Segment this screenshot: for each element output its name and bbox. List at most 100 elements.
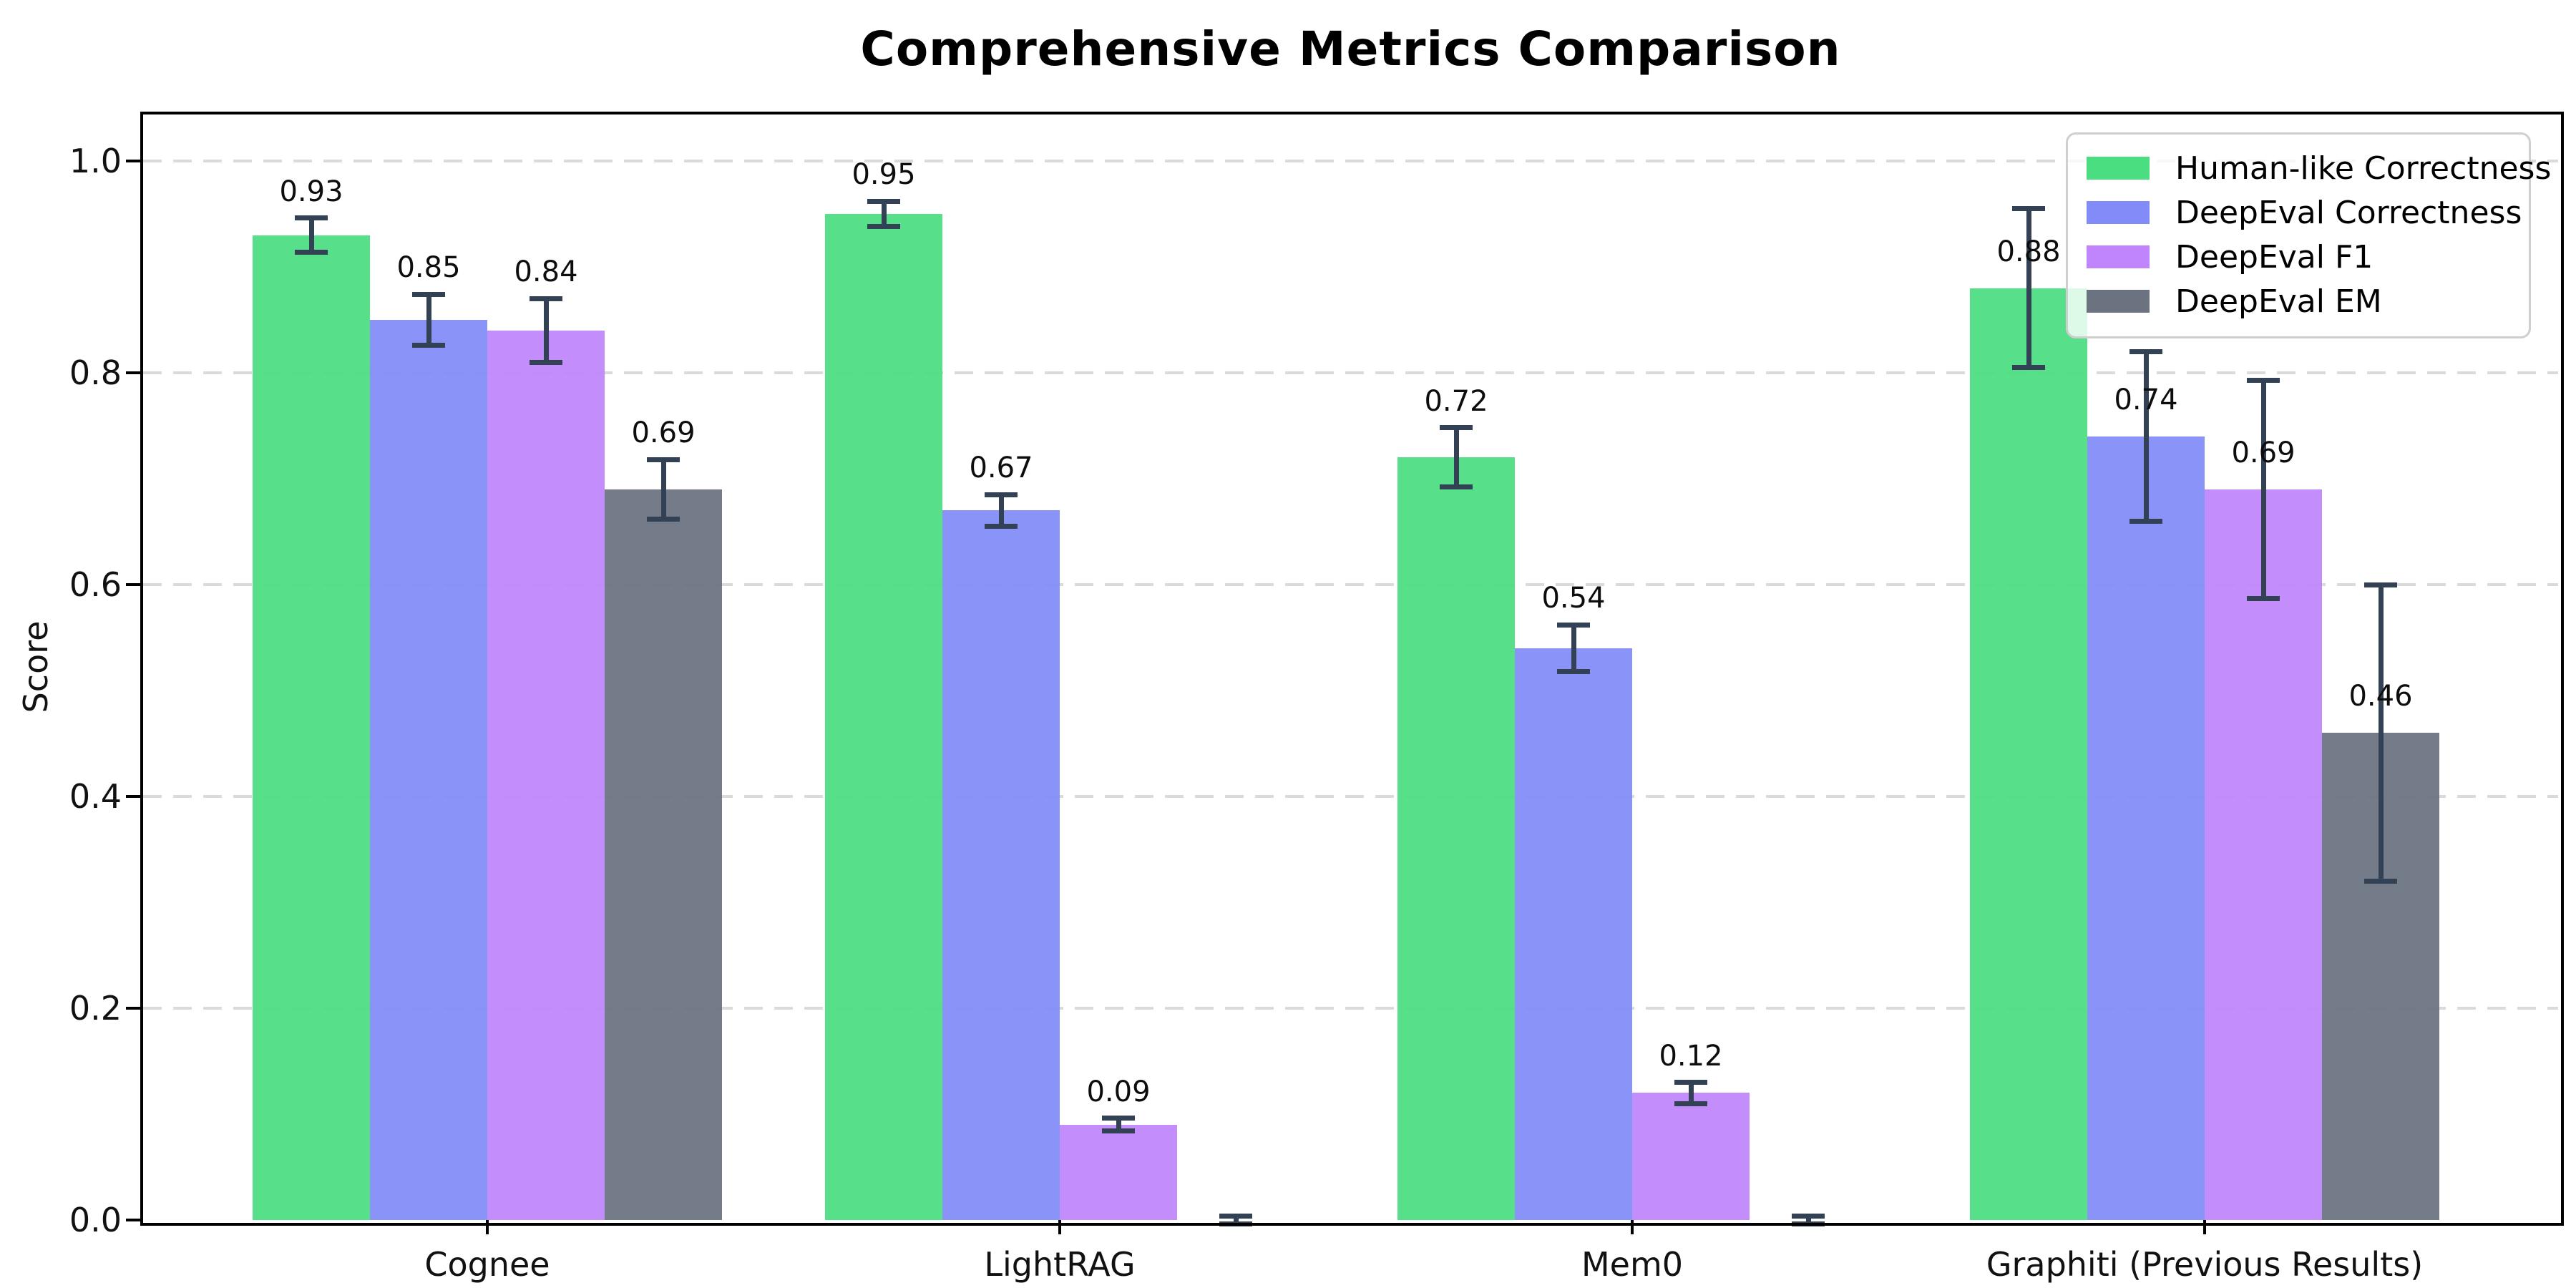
x-tick-label: Mem0 — [1581, 1245, 1684, 1284]
error-bar-line — [660, 459, 666, 519]
bar-value-label: 0.12 — [1659, 1039, 1723, 1073]
x-tick-mark — [2203, 1220, 2206, 1234]
legend-swatch — [2087, 245, 2150, 268]
bar-value-label: 0.84 — [514, 255, 578, 289]
bar — [1397, 457, 1515, 1220]
bar — [1632, 1093, 1750, 1220]
error-bar-cap — [985, 524, 1018, 530]
error-bar-cap — [295, 249, 328, 255]
error-bar-line — [1233, 1216, 1239, 1224]
bar-value-label: 0.74 — [2114, 383, 2178, 416]
error-bar-cap — [1440, 484, 1473, 490]
legend-item: DeepEval EM — [2068, 279, 2529, 323]
error-bar-cap — [2012, 365, 2045, 371]
bar — [370, 320, 487, 1220]
error-bar-cap — [1102, 1128, 1135, 1134]
legend-label: DeepEval EM — [2175, 283, 2382, 320]
x-tick-mark — [1058, 1220, 1061, 1234]
plot-area: 0.93 0.95 0.72 0.88 0.85 0.67 0.54 0.74 0.84 0.09… — [69, 112, 2564, 1284]
bar-value-label: 0.09 — [1086, 1075, 1151, 1108]
error-bar-line — [2378, 585, 2384, 882]
y-tick-label: 0.8 — [69, 353, 122, 392]
error-bar-cap — [2364, 582, 2397, 587]
error-bar-line — [2143, 351, 2149, 522]
error-bar-cap — [2129, 518, 2162, 524]
bar-value-label: 0.95 — [852, 158, 916, 192]
legend-swatch — [2087, 290, 2150, 313]
error-bar-cap — [1557, 668, 1590, 674]
error-bar-cap — [1440, 425, 1473, 431]
x-tick-label: Graphiti (Previous Results) — [1986, 1245, 2424, 1284]
y-tick-mark — [126, 583, 143, 586]
legend-label: DeepEval Correctness — [2175, 194, 2522, 231]
error-bar-cap — [2364, 878, 2397, 884]
y-tick-mark — [126, 160, 143, 162]
error-bar-cap — [530, 359, 562, 365]
bar-value-label: 0.72 — [1424, 384, 1488, 418]
error-bar-cap — [1219, 1221, 1252, 1227]
error-bar-line — [1571, 625, 1576, 672]
bar — [253, 235, 370, 1220]
error-bar-cap — [1792, 1221, 1825, 1227]
error-bar-cap — [2247, 595, 2280, 601]
y-tick-label: 1.0 — [69, 142, 122, 180]
bar — [605, 489, 722, 1220]
error-bar-cap — [295, 215, 328, 221]
error-bar-cap — [647, 457, 680, 462]
bar-value-label: 0.85 — [396, 251, 461, 285]
bar-value-label: 0.69 — [631, 416, 696, 450]
legend-swatch — [2087, 157, 2150, 180]
bar-value-label: 0.54 — [1541, 582, 1606, 615]
y-axis-label: Score — [16, 620, 55, 713]
error-bar-line — [2260, 380, 2266, 599]
y-tick-label: 0.4 — [69, 777, 122, 816]
chart-title: Comprehensive Metrics Comparison — [860, 21, 1841, 77]
x-tick-label: Cognee — [424, 1245, 550, 1284]
error-bar-line — [2026, 208, 2031, 368]
bar-value-label: 0.93 — [279, 175, 343, 208]
legend-item: Human-like Correctness — [2068, 146, 2551, 190]
bar — [1515, 648, 1632, 1220]
error-bar-line — [1688, 1082, 1694, 1104]
error-bar-cap — [1102, 1116, 1135, 1121]
gridline — [143, 371, 2558, 374]
gridline — [143, 1007, 2558, 1010]
gridline — [143, 795, 2558, 798]
bar — [2205, 489, 2322, 1220]
y-tick-label: 0.0 — [69, 1201, 122, 1239]
legend-label: DeepEval F1 — [2175, 238, 2373, 275]
legend-item: DeepEval Correctness — [2068, 190, 2529, 235]
error-bar-cap — [2247, 377, 2280, 383]
error-bar-line — [426, 294, 431, 346]
bar — [1970, 288, 2087, 1220]
y-tick-mark — [126, 795, 143, 798]
bar — [2087, 436, 2205, 1220]
y-tick-mark — [126, 371, 143, 374]
error-bar-cap — [647, 516, 680, 522]
bar — [1060, 1124, 1177, 1220]
x-tick-mark — [486, 1220, 489, 1234]
bar — [942, 510, 1060, 1220]
legend-swatch — [2087, 201, 2150, 224]
error-bar-line — [1116, 1118, 1121, 1131]
y-tick-mark — [126, 1219, 143, 1221]
error-bar-cap — [1792, 1213, 1825, 1219]
error-bar-cap — [2012, 206, 2045, 212]
gridline — [143, 160, 2558, 162]
error-bar-line — [1453, 427, 1459, 487]
x-tick-mark — [1631, 1220, 1634, 1234]
error-bar-cap — [985, 492, 1018, 497]
error-bar-line — [543, 298, 549, 363]
error-bar-cap — [1674, 1080, 1707, 1085]
legend-label: Human-like Correctness — [2175, 150, 2552, 187]
error-bar-cap — [412, 291, 445, 297]
error-bar-line — [998, 494, 1004, 527]
bar-value-label: 0.69 — [2231, 436, 2296, 469]
y-tick-label: 0.6 — [69, 565, 122, 604]
y-tick-label: 0.2 — [69, 989, 122, 1028]
error-bar-cap — [867, 224, 900, 230]
gridline — [143, 583, 2558, 586]
error-bar-line — [1805, 1216, 1811, 1224]
error-bar-cap — [1674, 1101, 1707, 1106]
